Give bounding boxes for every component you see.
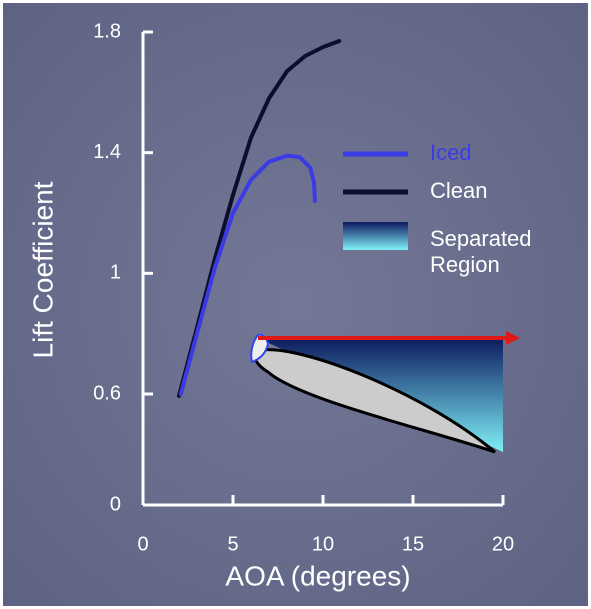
y-tick-label: 0 [110,493,121,515]
y-tick-label: 1 [110,262,121,284]
y-tick-label: 0.6 [93,382,121,404]
x-tick-label: 0 [137,533,148,555]
line [178,153,317,396]
x-tick-label: 10 [312,533,334,555]
ice-shape [250,333,270,364]
legend-label: Separated Region [430,226,532,277]
arrow-head [506,331,520,345]
y-tick-label: 1.4 [93,141,121,163]
legend-swatch [343,222,408,250]
y-tick-label: 1.8 [93,20,121,42]
y-axis-label: Lift Coefficient [27,181,58,358]
x-axis-label: AOA (degrees) [225,560,410,591]
background [3,3,588,606]
x-tick-label: 20 [492,533,514,555]
x-tick-label: 15 [402,533,424,555]
airfoil [253,348,496,454]
legend-label: Iced [430,140,472,165]
x-tick-label: 5 [227,533,238,555]
legend-label: Clean [430,178,487,203]
